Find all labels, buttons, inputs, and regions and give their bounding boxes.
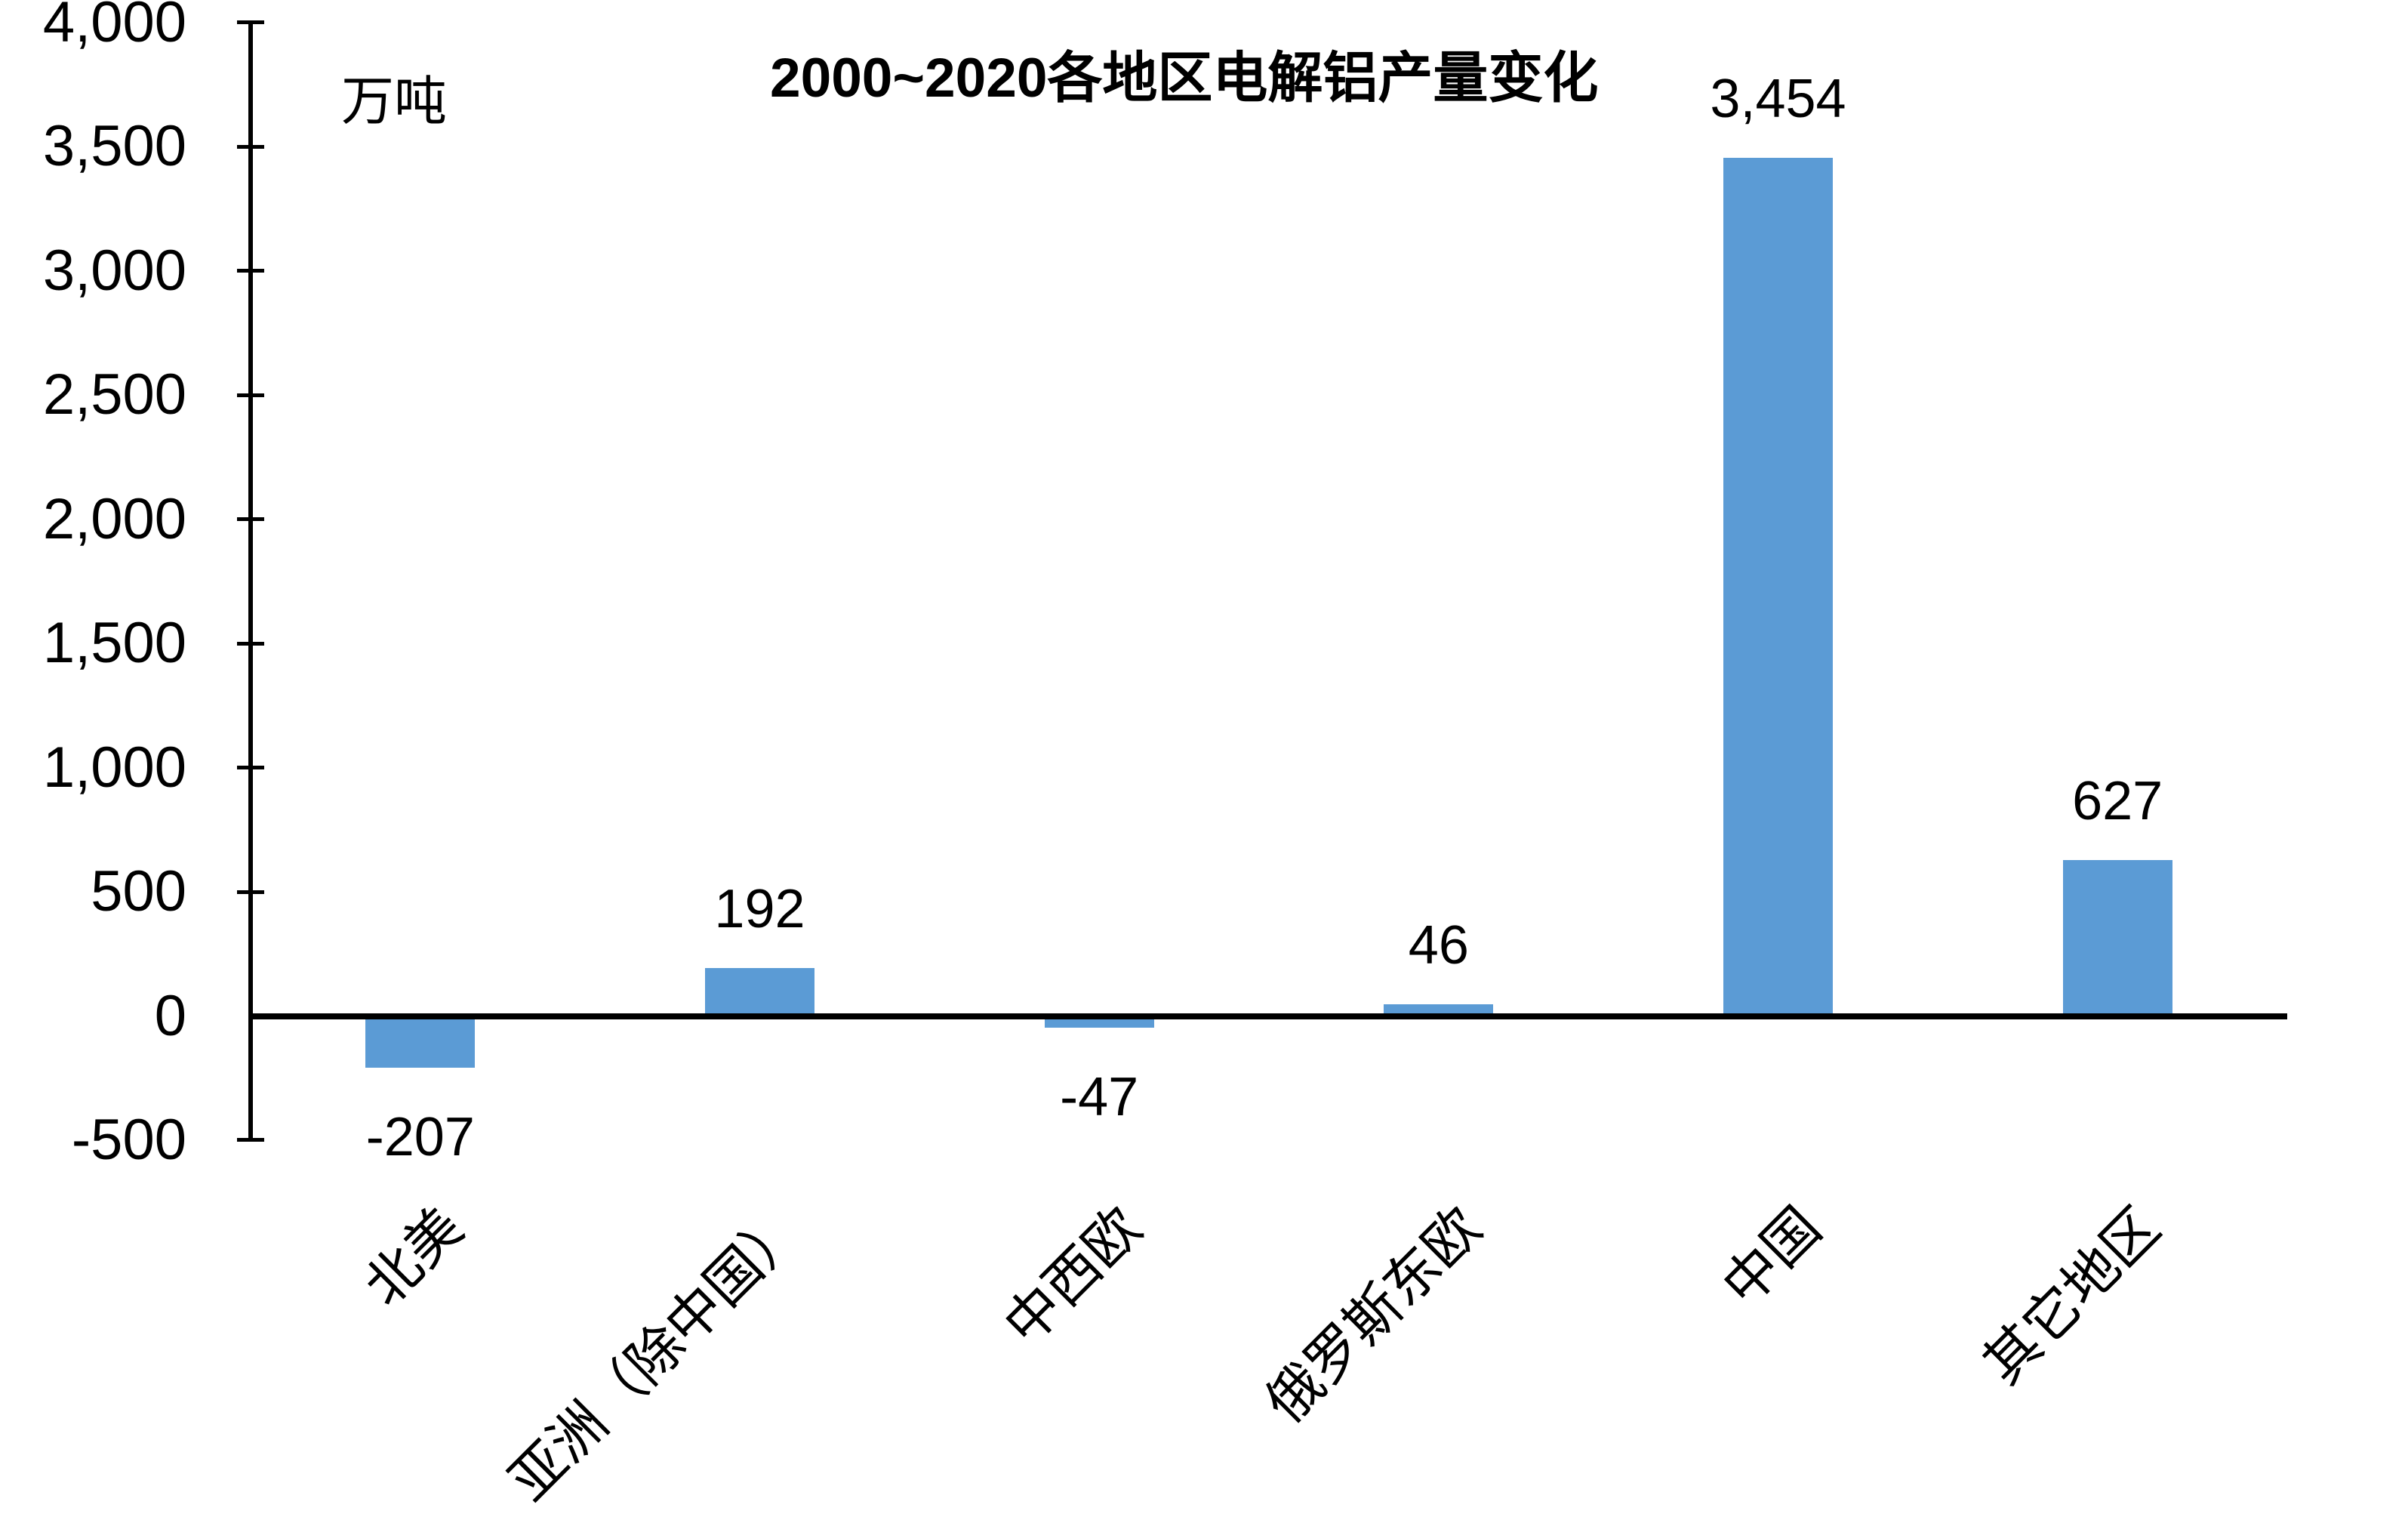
- bar-north-america: [365, 1016, 476, 1068]
- y-axis-tick-label: 4,000: [42, 0, 186, 54]
- y-axis-unit-label: 万吨: [341, 73, 447, 131]
- y-axis-tick-label: 2,500: [42, 362, 186, 427]
- value-label-china: 3,454: [1710, 69, 1846, 130]
- x-axis-label-asia-excl-china: 亚洲（除中国）: [497, 1196, 814, 1512]
- bar-asia-excl-china: [705, 968, 814, 1016]
- y-axis-line: [248, 22, 253, 1140]
- y-axis-tick: [237, 1138, 264, 1142]
- chart-title: 2000~2020各地区电解铝产量变化: [770, 48, 1599, 109]
- y-axis-tick: [237, 393, 264, 397]
- y-axis-tick-label: 1,500: [42, 611, 186, 676]
- y-axis-tick: [237, 766, 264, 770]
- y-axis-tick-label: 3,500: [42, 114, 186, 179]
- y-axis-tick-label: 1,000: [42, 735, 186, 800]
- y-axis-tick-label: 0: [154, 983, 186, 1048]
- x-axis-label-russia-eastern-europe: 俄罗斯东欧: [1255, 1196, 1493, 1435]
- y-axis-tick: [237, 269, 264, 273]
- bar-other-regions: [2062, 860, 2172, 1016]
- value-label-north-america: -207: [365, 1106, 475, 1167]
- y-axis-tick-label: 3,000: [42, 238, 186, 303]
- x-axis-label-china: 中国: [1711, 1196, 1833, 1318]
- x-axis-label-west-central-europe: 中西欧: [993, 1196, 1153, 1357]
- value-label-russia-eastern-europe: 46: [1408, 915, 1469, 976]
- y-axis-tick-label: -500: [71, 1107, 186, 1172]
- x-axis-line: [251, 1013, 2287, 1019]
- x-axis-label-other-regions: 其它地区: [1972, 1196, 2172, 1396]
- value-label-west-central-europe: -47: [1060, 1066, 1139, 1127]
- y-axis-tick: [237, 20, 264, 25]
- y-axis-tick: [237, 641, 264, 646]
- y-axis-tick-label: 500: [91, 859, 186, 924]
- y-axis-tick-label: 2,000: [42, 486, 186, 551]
- y-axis-tick: [237, 144, 264, 149]
- y-axis-tick: [237, 890, 264, 894]
- bar-china: [1723, 158, 1833, 1016]
- y-axis-tick: [237, 517, 264, 522]
- value-label-asia-excl-china: 192: [714, 879, 805, 940]
- x-axis-label-north-america: 北美: [353, 1196, 475, 1318]
- value-label-other-regions: 627: [2072, 771, 2163, 832]
